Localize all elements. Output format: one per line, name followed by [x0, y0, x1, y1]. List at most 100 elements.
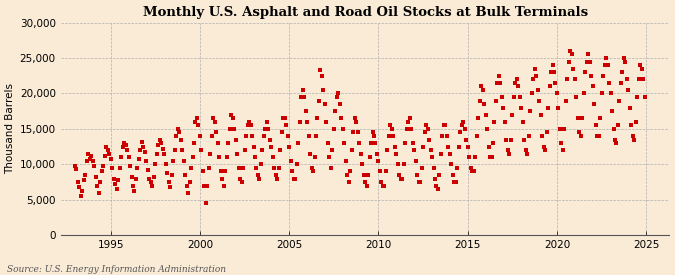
Point: [443, 144, 454, 149]
Point: [601, 56, 612, 60]
Point: [163, 180, 174, 184]
Point: [345, 169, 356, 174]
Point: [86, 154, 97, 158]
Point: [340, 159, 351, 163]
Point: [514, 95, 525, 99]
Point: [165, 185, 176, 189]
Point: [115, 155, 126, 160]
Point: [138, 144, 148, 149]
Point: [80, 173, 91, 177]
Point: [78, 178, 89, 182]
Point: [214, 155, 225, 160]
Point: [302, 120, 313, 124]
Point: [342, 173, 352, 177]
Point: [373, 159, 384, 163]
Point: [492, 81, 503, 85]
Point: [602, 63, 613, 67]
Point: [355, 152, 366, 156]
Point: [428, 166, 439, 170]
Point: [550, 81, 561, 85]
Point: [177, 148, 188, 152]
Point: [123, 155, 134, 160]
Point: [134, 156, 144, 161]
Point: [566, 52, 577, 57]
Point: [192, 116, 202, 120]
Point: [251, 166, 262, 170]
Point: [517, 120, 528, 124]
Point: [161, 162, 171, 167]
Point: [388, 134, 399, 138]
Point: [364, 155, 375, 160]
Point: [448, 173, 458, 177]
Point: [381, 169, 392, 174]
Point: [108, 176, 119, 181]
Point: [458, 120, 468, 124]
Point: [437, 134, 448, 138]
Point: [513, 84, 524, 89]
Point: [410, 159, 421, 163]
Point: [375, 169, 385, 174]
Point: [248, 144, 259, 149]
Point: [529, 67, 540, 71]
Point: [356, 162, 367, 167]
Point: [487, 141, 498, 145]
Point: [282, 134, 293, 138]
Point: [218, 183, 229, 188]
Point: [522, 152, 533, 156]
Point: [540, 148, 551, 152]
Point: [275, 148, 286, 152]
Point: [504, 152, 515, 156]
Point: [620, 59, 631, 64]
Point: [422, 127, 433, 131]
Point: [361, 183, 372, 188]
Point: [611, 141, 622, 145]
Point: [351, 120, 362, 124]
Point: [571, 95, 582, 99]
Point: [286, 159, 296, 163]
Point: [259, 134, 269, 138]
Point: [110, 182, 121, 186]
Point: [314, 98, 325, 103]
Point: [479, 102, 489, 106]
Point: [142, 168, 153, 172]
Point: [132, 166, 143, 170]
Point: [637, 67, 647, 71]
Point: [449, 180, 460, 184]
Point: [176, 137, 186, 142]
Point: [232, 152, 242, 156]
Point: [84, 156, 95, 161]
Point: [603, 81, 614, 85]
Point: [524, 109, 535, 113]
Point: [396, 176, 406, 181]
Point: [107, 166, 117, 170]
Point: [454, 144, 464, 149]
Point: [498, 105, 509, 110]
Point: [398, 162, 409, 167]
Point: [592, 134, 603, 138]
Point: [638, 77, 649, 81]
Point: [263, 127, 274, 131]
Point: [155, 137, 165, 142]
Point: [327, 148, 338, 152]
Point: [151, 152, 162, 156]
Point: [626, 123, 637, 128]
Point: [298, 95, 309, 99]
Point: [315, 68, 326, 72]
Point: [166, 173, 177, 177]
Point: [541, 130, 552, 135]
Point: [203, 166, 214, 170]
Point: [312, 116, 323, 120]
Point: [362, 173, 373, 177]
Point: [533, 88, 543, 92]
Point: [159, 152, 169, 156]
Point: [491, 98, 502, 103]
Point: [639, 95, 650, 99]
Point: [183, 191, 194, 195]
Point: [269, 166, 279, 170]
Point: [413, 180, 424, 184]
Point: [92, 183, 103, 188]
Point: [468, 169, 479, 174]
Point: [304, 152, 315, 156]
Point: [486, 155, 497, 160]
Point: [293, 141, 304, 145]
